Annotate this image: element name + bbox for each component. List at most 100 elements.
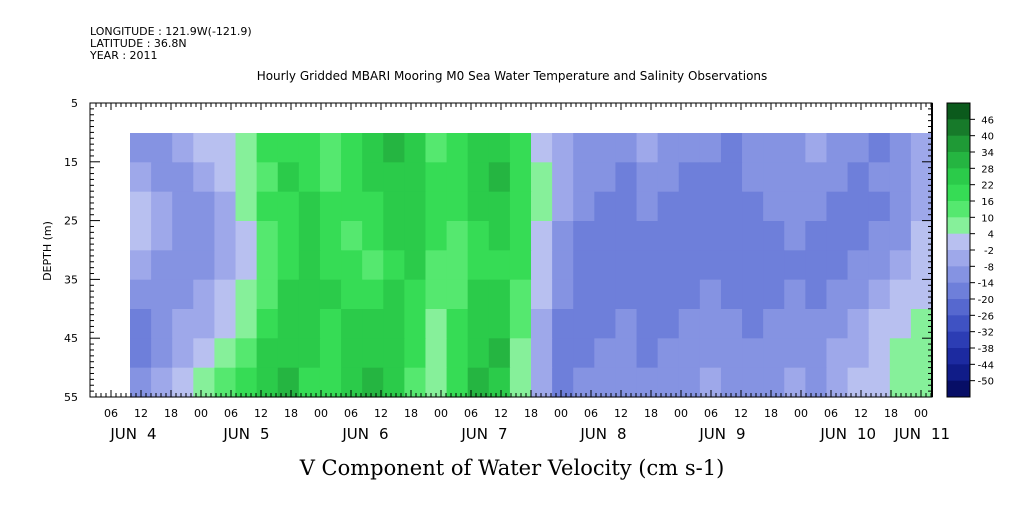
heatmap-cell bbox=[615, 191, 638, 222]
heatmap-cell bbox=[151, 338, 173, 369]
heatmap-cell bbox=[594, 221, 617, 251]
heatmap-cell bbox=[256, 133, 279, 163]
colorbar-frame bbox=[946, 102, 971, 398]
x-day-label: JUN 11 bbox=[893, 425, 950, 443]
heatmap-cell bbox=[552, 250, 574, 281]
heatmap-cell bbox=[552, 191, 574, 222]
colorbar-swatch bbox=[947, 168, 970, 186]
x-day-label: JUN 9 bbox=[698, 425, 745, 443]
x-day-label: JUN 6 bbox=[341, 425, 388, 443]
heatmap-cell bbox=[847, 279, 870, 310]
heatmap-cell bbox=[699, 250, 722, 281]
heatmap-cell bbox=[341, 191, 363, 222]
heatmap-cell bbox=[910, 279, 933, 310]
heatmap-cell bbox=[362, 367, 384, 398]
heatmap-cell bbox=[319, 221, 342, 251]
x-day-number: 5 bbox=[260, 425, 270, 443]
heatmap-cell bbox=[805, 250, 828, 281]
colorbar-swatch bbox=[947, 250, 970, 267]
heatmap-cell bbox=[341, 309, 363, 339]
heatmap-cell bbox=[467, 309, 490, 339]
heatmap-cell bbox=[742, 191, 764, 222]
heatmap-cell bbox=[509, 279, 532, 310]
heatmap-cell bbox=[552, 162, 574, 193]
heatmap-cell bbox=[889, 191, 912, 222]
heatmap-cell bbox=[868, 338, 891, 369]
heatmap-cell bbox=[805, 221, 828, 251]
heatmap-cell bbox=[847, 250, 870, 281]
heatmap-cell bbox=[699, 221, 722, 251]
heatmap-cell bbox=[172, 309, 194, 339]
x-hour-label: 06 bbox=[104, 407, 118, 420]
y-tick-label: 45 bbox=[64, 332, 78, 345]
x-day-month: JUN bbox=[109, 425, 137, 443]
colorbar-label: -8 bbox=[984, 262, 994, 273]
colorbar-swatch bbox=[947, 331, 970, 349]
heatmap-cell bbox=[446, 250, 469, 281]
heatmap-cell bbox=[910, 191, 933, 222]
heatmap-cell bbox=[446, 221, 469, 251]
heatmap-cell bbox=[657, 309, 680, 339]
heatmap-cell bbox=[594, 309, 617, 339]
heatmap-cell bbox=[678, 250, 701, 281]
heatmap-cell bbox=[467, 133, 490, 163]
x-hour-label: 12 bbox=[374, 407, 388, 420]
heatmap-cell bbox=[699, 162, 722, 193]
heatmap-cell bbox=[362, 250, 384, 281]
x-day-number: 4 bbox=[147, 425, 157, 443]
heatmap-cell bbox=[763, 309, 785, 339]
colorbar-label: -38 bbox=[978, 344, 994, 355]
colorbar-swatch bbox=[947, 364, 970, 382]
x-hour-label: 12 bbox=[614, 407, 628, 420]
heatmap-cell bbox=[256, 221, 279, 251]
heatmap-cell bbox=[130, 191, 152, 222]
heatmap-cell bbox=[362, 338, 384, 369]
heatmap-cell bbox=[362, 162, 384, 193]
heatmap-cell bbox=[763, 279, 785, 310]
heatmap-cell bbox=[657, 279, 680, 310]
heatmap-cell bbox=[636, 221, 659, 251]
heatmap-cell bbox=[678, 338, 701, 369]
heatmap-cell bbox=[826, 162, 849, 193]
heatmap-cell bbox=[531, 250, 553, 281]
x-hour-label: 06 bbox=[704, 407, 718, 420]
heatmap-cell bbox=[277, 367, 300, 398]
heatmap-cell bbox=[615, 221, 638, 251]
x-hour-label: 18 bbox=[404, 407, 418, 420]
heatmap-cell bbox=[298, 221, 321, 251]
heatmap-cell bbox=[910, 250, 933, 281]
heatmap-cell bbox=[699, 309, 722, 339]
colorbar-label: 34 bbox=[981, 148, 994, 159]
heatmap-cell bbox=[341, 279, 363, 310]
heatmap-cell bbox=[509, 250, 532, 281]
heatmap-cell bbox=[720, 191, 743, 222]
colorbar-label: 16 bbox=[981, 197, 994, 208]
heatmap-cell bbox=[488, 191, 511, 222]
heatmap-cell bbox=[193, 338, 216, 369]
heatmap-cell bbox=[214, 309, 237, 339]
heatmap-cell bbox=[509, 191, 532, 222]
heatmap-cell bbox=[784, 279, 806, 310]
x-hour-label: 06 bbox=[824, 407, 838, 420]
heatmap-cell bbox=[319, 279, 342, 310]
heatmap-cell bbox=[319, 162, 342, 193]
x-day-month: JUN bbox=[341, 425, 369, 443]
x-day-label: JUN 4 bbox=[109, 425, 156, 443]
x-day-label: JUN 7 bbox=[460, 425, 507, 443]
heatmap-cell bbox=[573, 133, 595, 163]
x-day-number: 8 bbox=[617, 425, 627, 443]
heatmap-cell bbox=[594, 279, 617, 310]
heatmap-cell bbox=[404, 133, 427, 163]
heatmap-cell bbox=[594, 162, 617, 193]
chart-title: Hourly Gridded MBARI Mooring M0 Sea Wate… bbox=[257, 69, 768, 83]
heatmap-cell bbox=[404, 162, 427, 193]
colorbar-swatch bbox=[947, 119, 970, 137]
heatmap-cell bbox=[531, 338, 553, 369]
year-label: YEAR : 2011 bbox=[89, 49, 158, 62]
colorbar-swatch bbox=[947, 348, 970, 365]
heatmap-cell bbox=[509, 338, 532, 369]
heatmap-cell bbox=[615, 338, 638, 369]
heatmap-cell bbox=[531, 367, 553, 398]
heatmap-cell bbox=[383, 250, 405, 281]
heatmap-cell bbox=[742, 133, 764, 163]
